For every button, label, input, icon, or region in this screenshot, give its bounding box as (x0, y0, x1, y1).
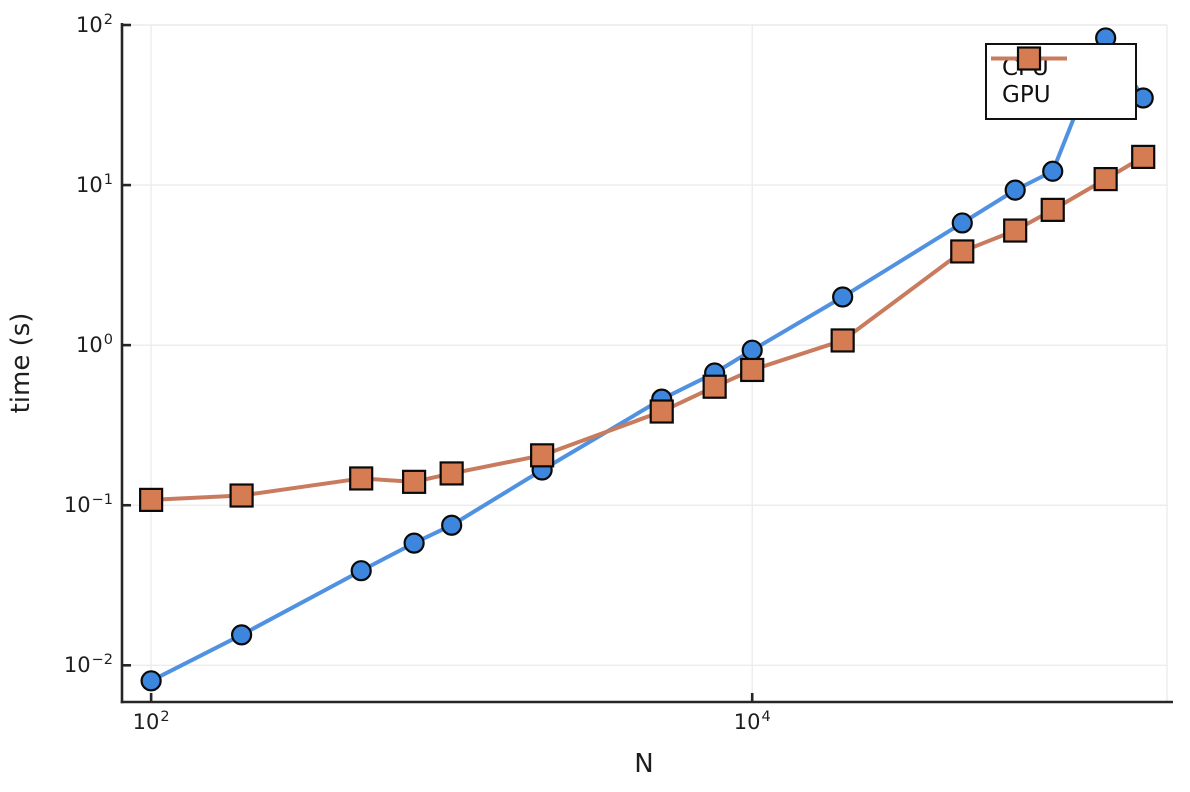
cpu-marker (1004, 179, 1026, 201)
gpu-marker (229, 483, 254, 508)
cpu-marker (403, 532, 425, 554)
y-tick-label: 10−1 (63, 492, 113, 518)
y-axis-label: time (s) (6, 312, 36, 414)
cpu-marker (951, 212, 973, 234)
cpu-marker (140, 670, 162, 692)
gpu-marker (349, 466, 374, 491)
cpu-marker (350, 560, 372, 582)
gpu-marker (1131, 144, 1156, 169)
legend-entry-gpu: GPU (991, 46, 1135, 109)
legend: CPUGPU (985, 43, 1137, 120)
gpu-marker (740, 357, 765, 383)
gpu-marker (649, 399, 674, 424)
cpu-marker (741, 339, 763, 361)
gpu-marker (702, 374, 727, 399)
cpu-marker (832, 286, 854, 308)
gpu-marker (1040, 197, 1065, 222)
cpu-marker (1042, 160, 1064, 182)
gpu-marker (1093, 166, 1118, 192)
gpu-series-line (149, 154, 1146, 502)
gpu-marker (1003, 218, 1028, 243)
x-tick-label: 102 (132, 709, 170, 734)
cpu-marker (230, 624, 253, 646)
gpu-marker (830, 328, 855, 353)
x-tick-label: 104 (733, 709, 771, 734)
gpu-marker (139, 487, 164, 512)
legend-label-gpu: GPU (1002, 82, 1051, 108)
y-tick-label: 102 (76, 12, 113, 37)
legend-square-marker-icon (991, 46, 1067, 71)
gpu-marker (950, 239, 975, 264)
x-axis-label: N (634, 749, 654, 779)
cpu-marker (441, 514, 463, 536)
y-tick-label: 10−2 (63, 652, 113, 678)
y-tick-label: 101 (76, 172, 113, 198)
cpu-series-line (149, 35, 1146, 683)
y-tick-label: 100 (76, 332, 113, 358)
gpu-marker (439, 461, 464, 486)
gpu-marker (402, 469, 427, 494)
gpu-marker (530, 443, 555, 468)
